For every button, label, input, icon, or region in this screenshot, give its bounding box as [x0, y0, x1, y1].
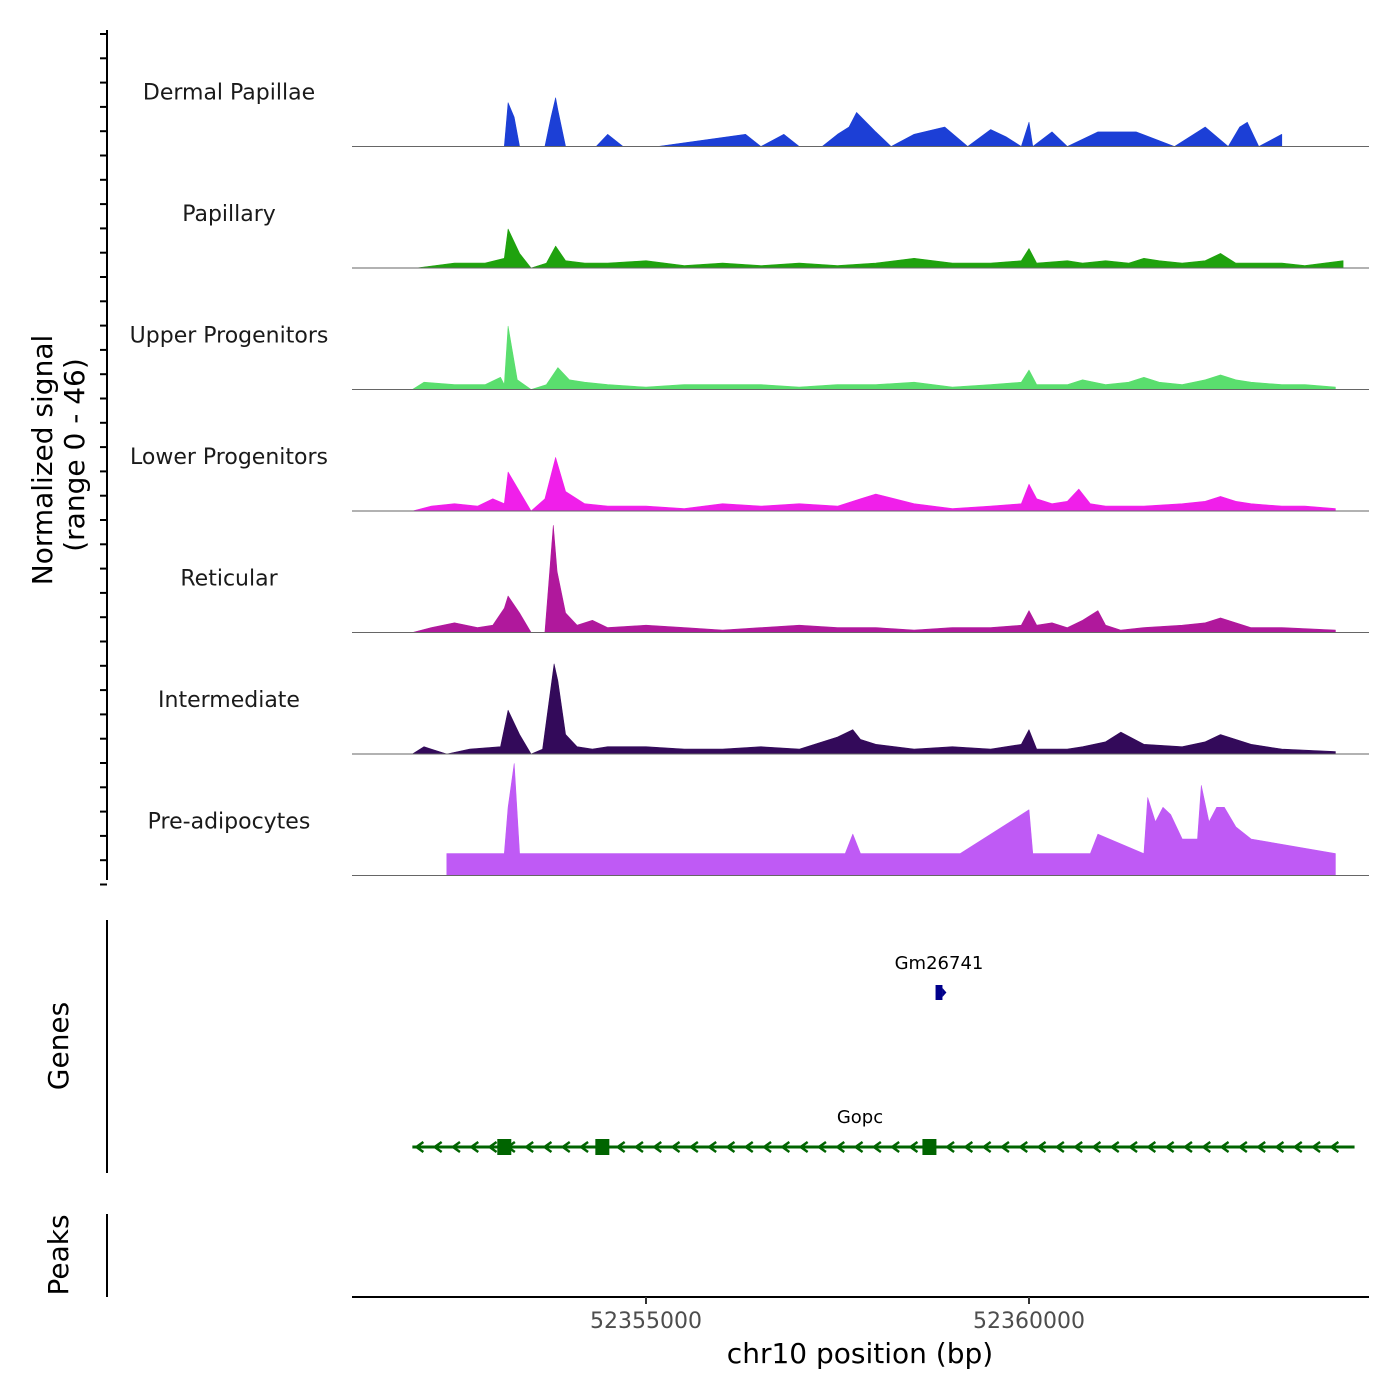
signal-y-ticks [100, 33, 107, 886]
strand-arrow [942, 988, 947, 997]
strand-arrow [908, 1140, 919, 1154]
strand-arrow [816, 1140, 827, 1154]
track-label: Papillary [182, 202, 276, 227]
strand-arrow [615, 1140, 626, 1154]
coverage-area [492, 97, 1283, 147]
track-label: Upper Progenitors [130, 324, 329, 349]
strand-arrow [890, 1140, 900, 1154]
strand-arrow [761, 1140, 772, 1154]
strand-arrow [670, 1140, 681, 1154]
coverage-area [415, 228, 1344, 269]
strand-arrow [1091, 1140, 1102, 1154]
strand-arrow [1329, 1140, 1340, 1154]
peaks-track-title: Peaks [42, 1214, 75, 1295]
strand-arrow [1127, 1140, 1138, 1154]
track-label: Reticular [180, 567, 278, 592]
track-papillary: Papillary [182, 202, 1369, 269]
left-axes [100, 30, 108, 1297]
strand-arrow [688, 1140, 699, 1154]
gene-gm26741: Gm26741 [895, 953, 984, 1000]
strand-arrow [560, 1140, 571, 1154]
strand-arrow [743, 1140, 754, 1154]
exon [497, 1139, 512, 1155]
strand-arrow [524, 1140, 534, 1154]
exon [595, 1139, 610, 1155]
strand-arrow [871, 1140, 882, 1154]
strand-arrow [633, 1140, 644, 1154]
y-axis-title: Normalized signal [26, 335, 59, 586]
strand-arrow [1054, 1140, 1065, 1154]
exon [922, 1139, 937, 1155]
track-dermal-papillae: Dermal Papillae [143, 81, 1369, 147]
strand-arrow [999, 1140, 1010, 1154]
strand-arrow [1292, 1140, 1303, 1154]
y-axis-range-label: (range 0 - 46) [58, 358, 91, 552]
strand-arrow [1201, 1140, 1211, 1154]
track-label: Intermediate [158, 688, 300, 713]
strand-arrow [1219, 1140, 1230, 1154]
strand-arrow [542, 1140, 553, 1154]
track-label: Lower Progenitors [130, 445, 328, 470]
gene-label: Gopc [837, 1107, 883, 1128]
track-label: Pre-adipocytes [148, 810, 311, 835]
strand-arrow [963, 1140, 974, 1154]
track-intermediate: Intermediate [158, 663, 1369, 755]
strand-arrow [1182, 1140, 1193, 1154]
coverage-tracks: Dermal Papillae Papillary Upper Progenitor… [130, 81, 1369, 876]
strand-arrow [432, 1140, 443, 1154]
track-reticular: Reticular [180, 525, 1369, 633]
strand-arrow [652, 1140, 662, 1154]
gene-body [935, 985, 943, 1000]
strand-arrow [835, 1140, 845, 1154]
strand-arrow [1237, 1140, 1248, 1154]
track-upper-progenitors: Upper Progenitors [130, 324, 1369, 390]
x-tick-label: 52360000 [973, 1309, 1085, 1334]
strand-arrow [1164, 1140, 1175, 1154]
strand-arrow [780, 1140, 791, 1154]
genes-track-title: Genes [42, 1002, 75, 1090]
x-tick-label: 52355000 [590, 1309, 702, 1334]
coverage-area [412, 457, 1336, 512]
gene-gopc: Gopc [412, 1107, 1355, 1155]
strand-arrow [725, 1140, 736, 1154]
strand-arrow [1146, 1140, 1157, 1154]
track-pre-adipocytes: Pre-adipocytes [148, 763, 1369, 876]
strand-arrow [450, 1140, 461, 1154]
strand-arrow [469, 1140, 479, 1154]
track-lower-progenitors: Lower Progenitors [130, 445, 1369, 512]
x-axis: 52355000 52360000 [352, 1296, 1369, 1334]
coverage-area [446, 763, 1336, 876]
strand-arrow [707, 1140, 717, 1154]
strand-arrow [578, 1140, 589, 1154]
strand-arrow [1256, 1140, 1266, 1154]
strand-arrow [414, 1140, 425, 1154]
gene-label: Gm26741 [895, 953, 984, 974]
strand-arrow [487, 1140, 498, 1154]
track-label: Dermal Papillae [143, 81, 315, 106]
strand-arrow [944, 1140, 955, 1154]
strand-arrow [1109, 1140, 1120, 1154]
strand-arrow [1018, 1140, 1028, 1154]
strand-arrow [1073, 1140, 1083, 1154]
coverage-area [412, 325, 1336, 390]
strand-arrow [853, 1140, 864, 1154]
strand-arrow [1310, 1140, 1321, 1154]
coverage-area [412, 525, 1336, 633]
x-axis-title: chr10 position (bp) [727, 1337, 993, 1370]
strand-arrow [1036, 1140, 1047, 1154]
strand-arrow [981, 1140, 992, 1154]
strand-arrow [798, 1140, 809, 1154]
strand-arrow [1274, 1140, 1285, 1154]
gene-track: Gm26741 Gopc [412, 953, 1355, 1155]
coverage-area [412, 663, 1336, 755]
